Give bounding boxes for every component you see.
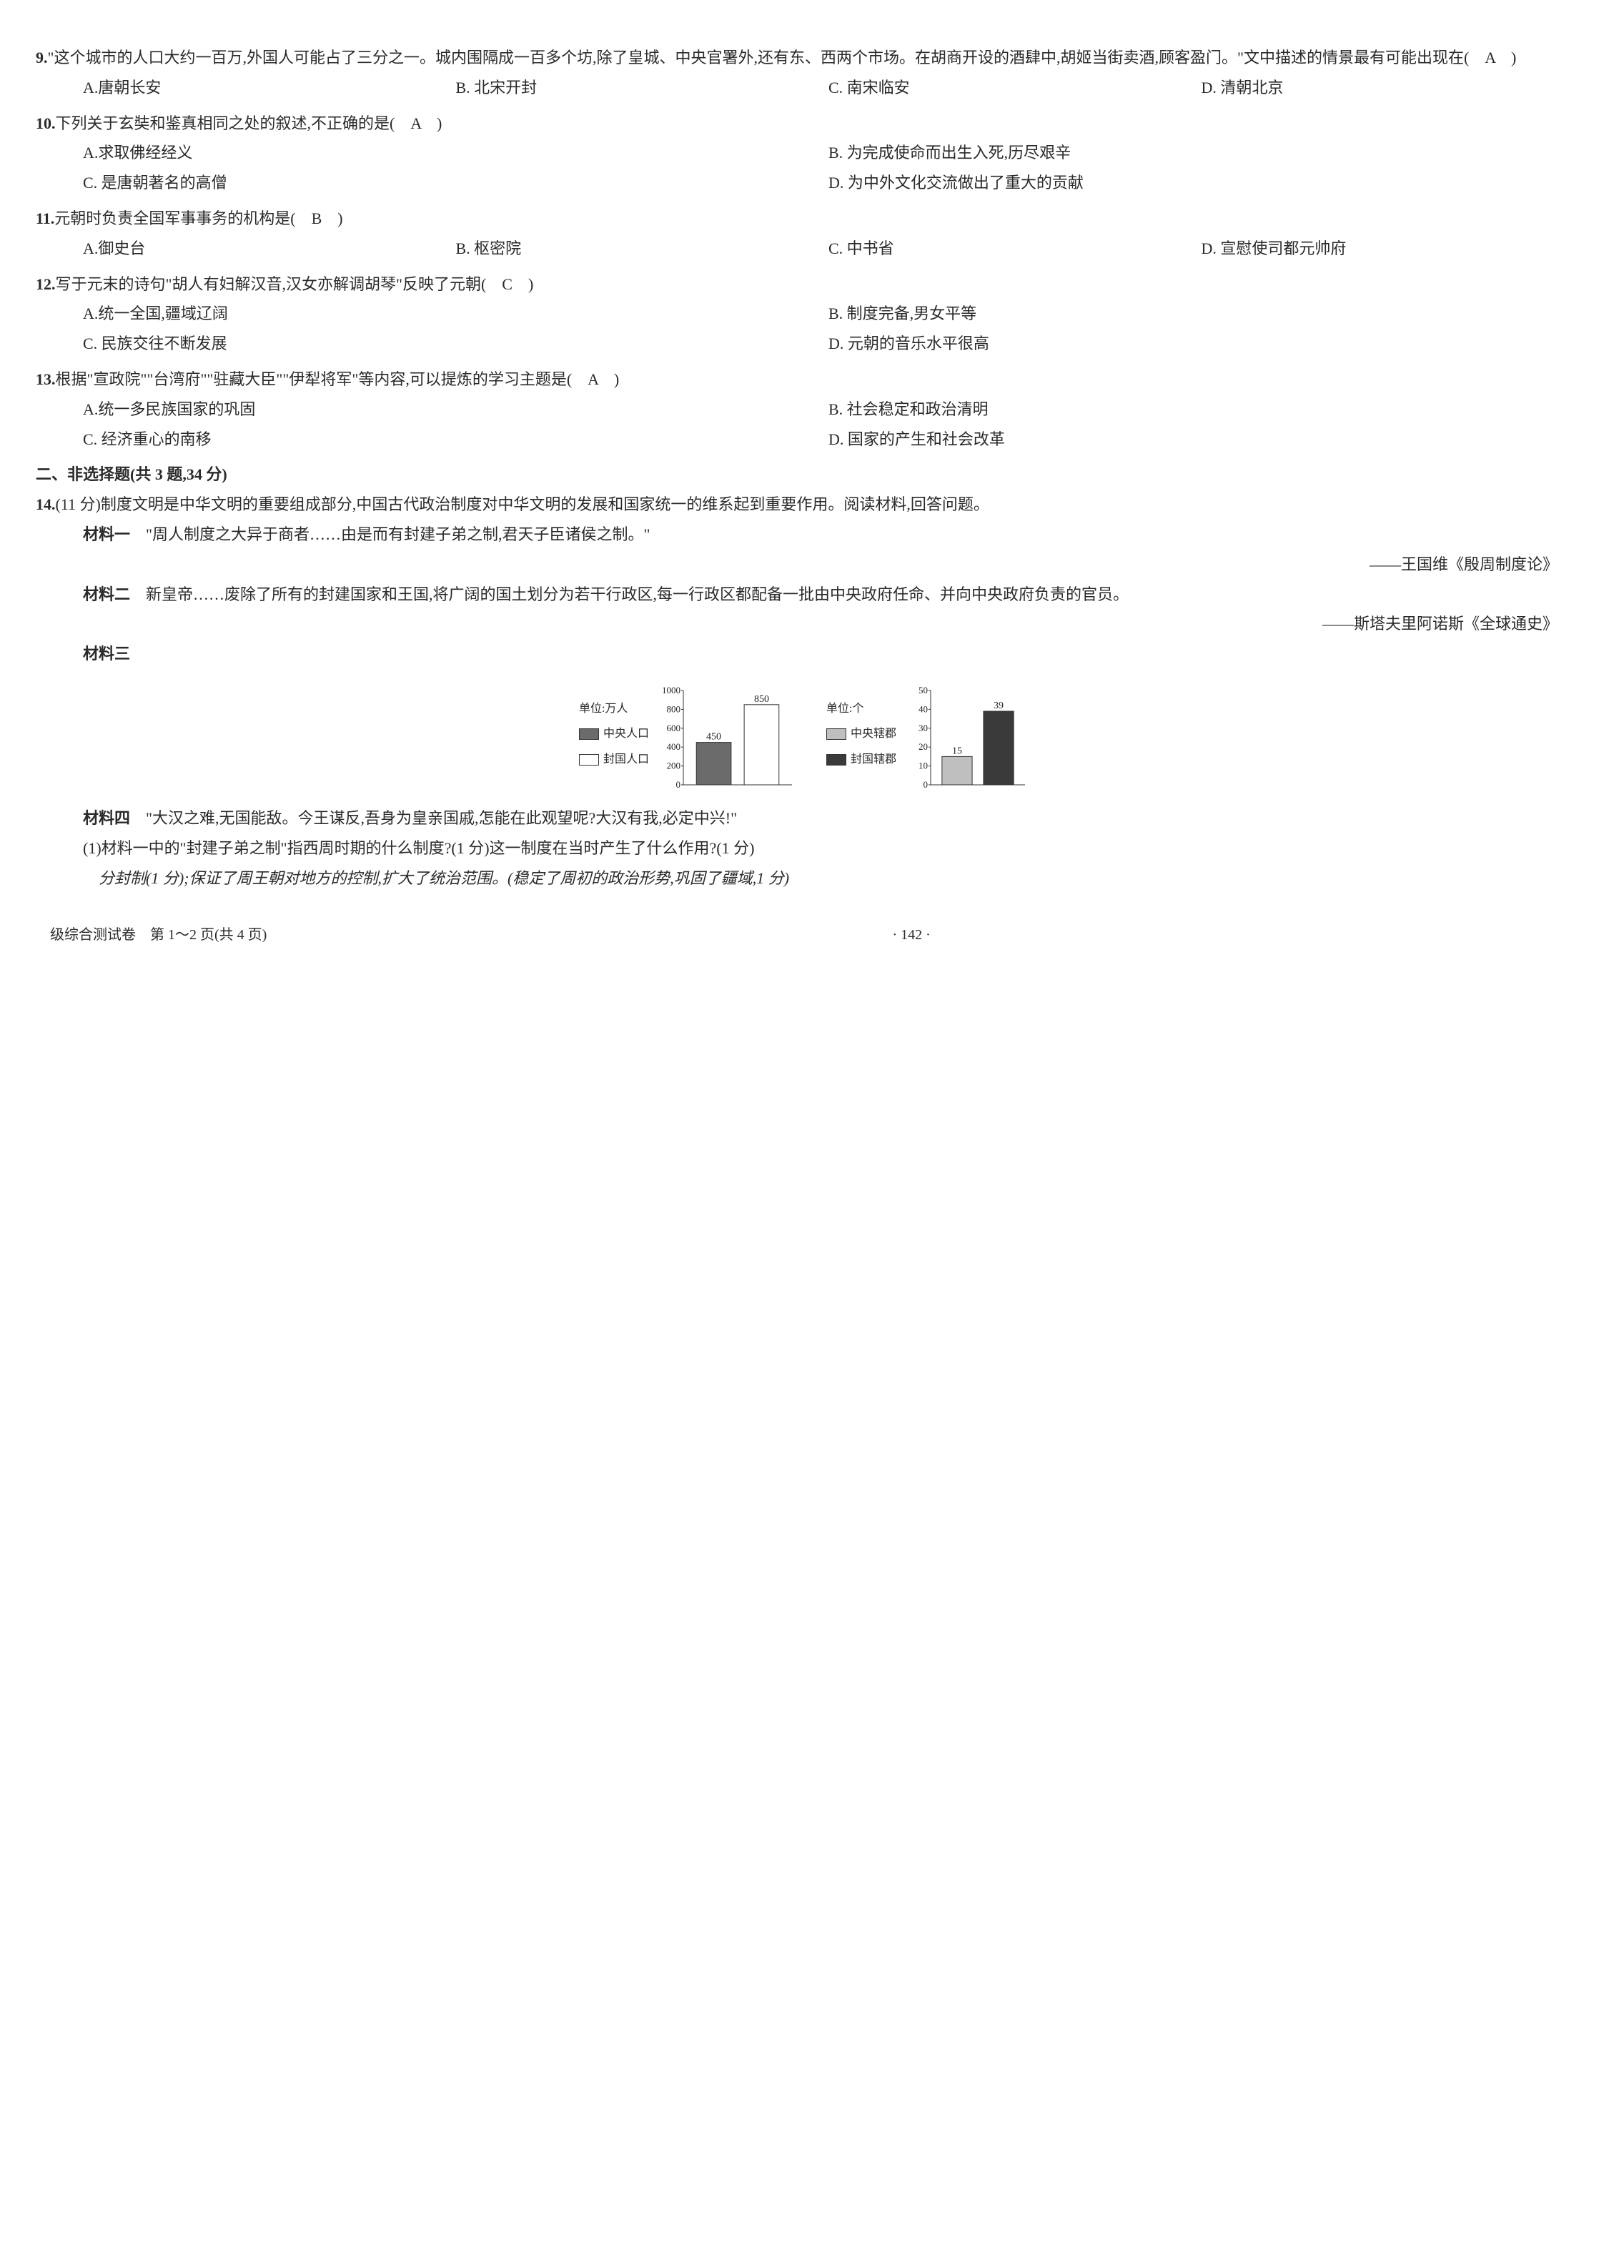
q11-stem: 11.元朝时负责全国军事事务的机构是( B ): [36, 204, 1574, 234]
chart2-unit: 单位:个: [826, 698, 896, 720]
q12-opt-d: D. 元朝的音乐水平很高: [828, 329, 1574, 359]
footer-center: · 142 ·: [893, 921, 931, 949]
q12-options: A.统一全国,疆域辽阔 B. 制度完备,男女平等 C. 民族交往不断发展 D. …: [36, 299, 1574, 359]
q9-opt-a: A.唐朝长安: [83, 73, 456, 103]
chart2-legend-a: 中央辖郡: [826, 723, 896, 745]
footer-left: 级综合测试卷 第 1～2 页(共 4 页): [50, 921, 267, 949]
svg-text:30: 30: [919, 723, 928, 733]
svg-text:800: 800: [667, 703, 681, 714]
chart2-swatch-a: [826, 728, 846, 740]
chart1-swatch-a: [579, 728, 599, 740]
chart1-unit: 单位:万人: [579, 698, 649, 720]
chart1-svg: 0 200 400 600 800 1000 450 850: [655, 678, 798, 792]
m2-source: ——斯塔夫里阿诺斯《全球通史》: [36, 609, 1574, 639]
svg-text:40: 40: [919, 703, 928, 714]
chart1-block: 单位:万人 中央人口 封国人口 0 200 400 600 800 1000 450 850: [579, 678, 798, 792]
q11-opt-a: A.御史台: [83, 234, 456, 264]
page-footer: 级综合测试卷 第 1～2 页(共 4 页) · 142 ·: [36, 921, 1574, 949]
q12-opt-b: B. 制度完备,男女平等: [828, 299, 1574, 329]
m3-label: 材料三: [83, 645, 130, 663]
chart2-svg: 0 10 20 30 40 50 15 39: [902, 678, 1031, 792]
q12-stem: 12.写于元末的诗句"胡人有妇解汉音,汉女亦解调胡琴"反映了元朝( C ): [36, 269, 1574, 299]
m2-text: 新皇帝……废除了所有的封建国家和王国,将广阔的国土划分为若干行政区,每一行政区都…: [146, 585, 1129, 603]
q11-opt-c: C. 中书省: [828, 234, 1202, 264]
svg-text:0: 0: [924, 779, 929, 790]
material-3-label: 材料三: [36, 639, 1574, 669]
q9-opt-d: D. 清朝北京: [1202, 73, 1575, 103]
svg-text:1000: 1000: [662, 685, 680, 695]
svg-text:400: 400: [667, 741, 681, 752]
chart2-legend: 单位:个 中央辖郡 封国辖郡: [826, 698, 896, 771]
q11-opt-d: D. 宣慰使司都元帅府: [1202, 234, 1575, 264]
m4-label: 材料四: [83, 809, 130, 827]
question-14: 14.(11 分)制度文明是中华文明的重要组成部分,中国古代政治制度对中华文明的…: [36, 490, 1574, 893]
svg-text:50: 50: [919, 685, 928, 695]
q13-opt-a: A.统一多民族国家的巩固: [83, 395, 828, 425]
question-12: 12.写于元末的诗句"胡人有妇解汉音,汉女亦解调胡琴"反映了元朝( C ) A.…: [36, 269, 1574, 359]
svg-text:600: 600: [667, 723, 681, 733]
svg-text:10: 10: [919, 761, 928, 771]
material-1: 材料一 "周人制度之大异于商者……由是而有封建子弟之制,君天子臣诸侯之制。": [36, 520, 1574, 550]
material-2: 材料二 新皇帝……废除了所有的封建国家和王国,将广阔的国土划分为若干行政区,每一…: [36, 580, 1574, 610]
svg-text:20: 20: [919, 741, 928, 752]
q10-options: A.求取佛经经义 B. 为完成使命而出生入死,历尽艰辛 C. 是唐朝著名的高僧 …: [36, 138, 1574, 198]
q11-opt-b: B. 枢密院: [456, 234, 829, 264]
q13-opt-c: C. 经济重心的南移: [83, 425, 828, 455]
m1-label: 材料一: [83, 525, 130, 543]
question-13: 13.根据"宣政院""台湾府""驻藏大臣""伊犁将军"等内容,可以提炼的学习主题…: [36, 365, 1574, 454]
m1-source: ——王国维《殷周制度论》: [36, 550, 1574, 580]
question-10: 10.下列关于玄奘和鉴真相同之处的叙述,不正确的是( A ) A.求取佛经经义 …: [36, 109, 1574, 198]
m1-text: "周人制度之大异于商者……由是而有封建子弟之制,君天子臣诸侯之制。": [146, 525, 650, 543]
m2-label: 材料二: [83, 585, 130, 603]
svg-text:850: 850: [754, 694, 769, 705]
q9-options: A.唐朝长安 B. 北宋开封 C. 南宋临安 D. 清朝北京: [36, 73, 1574, 103]
svg-text:0: 0: [676, 779, 681, 790]
chart1-legend-b: 封国人口: [579, 749, 649, 771]
material-4: 材料四 "大汉之难,无国能敌。今王谋反,吾身为皇亲国戚,怎能在此观望呢?大汉有我…: [36, 803, 1574, 833]
q10-opt-a: A.求取佛经经义: [83, 138, 828, 168]
m4-text: "大汉之难,无国能敌。今王谋反,吾身为皇亲国戚,怎能在此观望呢?大汉有我,必定中…: [146, 809, 737, 827]
chart1-legend-a: 中央人口: [579, 723, 649, 745]
chart2-legend-b: 封国辖郡: [826, 749, 896, 771]
q14-sub1: (1)材料一中的"封建子弟之制"指西周时期的什么制度?(1 分)这一制度在当时产…: [70, 833, 1574, 863]
q9-stem: 9."这个城市的人口大约一百万,外国人可能占了三分之一。城内围隔成一百多个坊,除…: [36, 43, 1574, 73]
q12-opt-a: A.统一全国,疆域辽阔: [83, 299, 828, 329]
q14-stem: 14.(11 分)制度文明是中华文明的重要组成部分,中国古代政治制度对中华文明的…: [36, 490, 1574, 520]
svg-text:200: 200: [667, 761, 681, 771]
q10-opt-b: B. 为完成使命而出生入死,历尽艰辛: [828, 138, 1574, 168]
q9-opt-b: B. 北宋开封: [456, 73, 829, 103]
q13-opt-d: D. 国家的产生和社会改革: [828, 425, 1574, 455]
section2-title: 二、非选择题(共 3 题,34 分): [36, 460, 1574, 490]
q9-opt-c: C. 南宋临安: [828, 73, 1202, 103]
chart2-swatch-b: [826, 754, 846, 766]
chart1-swatch-b: [579, 754, 599, 766]
q10-stem: 10.下列关于玄奘和鉴真相同之处的叙述,不正确的是( A ): [36, 109, 1574, 139]
question-9: 9."这个城市的人口大约一百万,外国人可能占了三分之一。城内围隔成一百多个坊,除…: [36, 43, 1574, 103]
svg-text:450: 450: [706, 732, 721, 743]
chart2-block: 单位:个 中央辖郡 封国辖郡 0 10 20 30 40 50 15 39: [826, 678, 1031, 792]
svg-text:15: 15: [952, 746, 962, 756]
q13-options: A.统一多民族国家的巩固 B. 社会稳定和政治清明 C. 经济重心的南移 D. …: [36, 395, 1574, 455]
q10-opt-d: D. 为中外文化交流做出了重大的贡献: [828, 168, 1574, 198]
q12-opt-c: C. 民族交往不断发展: [83, 329, 828, 359]
question-11: 11.元朝时负责全国军事事务的机构是( B ) A.御史台 B. 枢密院 C. …: [36, 204, 1574, 264]
q13-stem: 13.根据"宣政院""台湾府""驻藏大臣""伊犁将军"等内容,可以提炼的学习主题…: [36, 365, 1574, 395]
q10-opt-c: C. 是唐朝著名的高僧: [83, 168, 828, 198]
chart1-legend: 单位:万人 中央人口 封国人口: [579, 698, 649, 771]
q14-ans1: 分封制(1 分);保证了周王朝对地方的控制,扩大了统治范围。(稳定了周初的政治形…: [36, 863, 1574, 893]
charts-container: 单位:万人 中央人口 封国人口 02004006008001000450850 …: [36, 678, 1574, 792]
q11-options: A.御史台 B. 枢密院 C. 中书省 D. 宣慰使司都元帅府: [36, 234, 1574, 264]
q13-opt-b: B. 社会稳定和政治清明: [828, 395, 1574, 425]
svg-text:39: 39: [994, 700, 1004, 711]
